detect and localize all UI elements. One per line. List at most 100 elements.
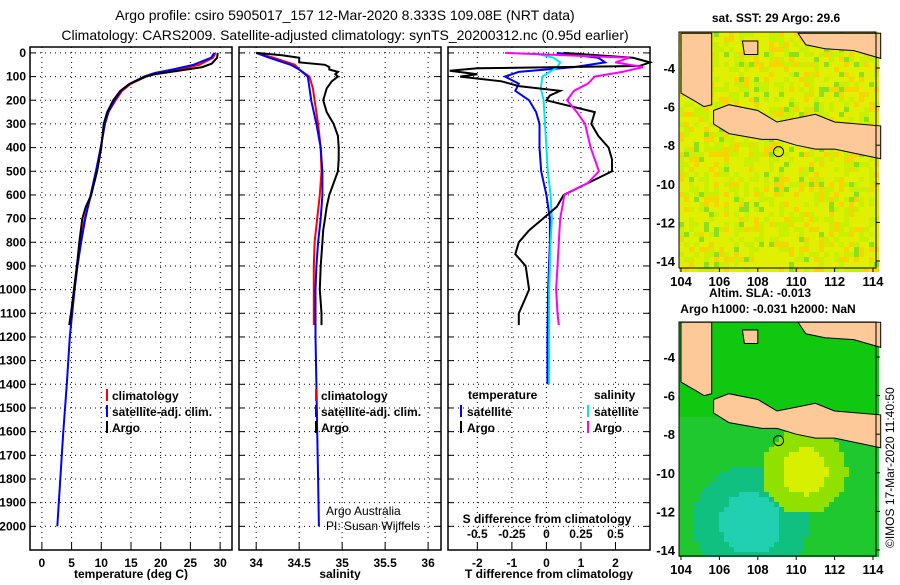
map-cell xyxy=(869,62,874,67)
map-cell xyxy=(734,492,739,497)
map-cell xyxy=(739,97,744,102)
map-cell xyxy=(759,477,764,482)
s-tick-label: 0.25 xyxy=(569,527,593,541)
map-cell xyxy=(794,442,799,447)
map-cell xyxy=(869,97,874,102)
map-cell xyxy=(729,227,734,232)
map-cell xyxy=(689,392,694,397)
map-cell xyxy=(829,537,834,542)
map-cell xyxy=(794,377,799,382)
map-cell xyxy=(869,547,874,552)
land-polygon xyxy=(797,321,882,349)
map-cell xyxy=(824,77,829,82)
map-cell xyxy=(829,552,834,557)
map-cell xyxy=(734,207,739,212)
map-cell xyxy=(724,527,729,532)
map-cell xyxy=(719,457,724,462)
map-cell xyxy=(744,172,749,177)
map-cell xyxy=(764,377,769,382)
map-cell xyxy=(734,487,739,492)
map-cell xyxy=(724,382,729,387)
map-cell xyxy=(734,347,739,352)
map-cell xyxy=(794,197,799,202)
map-cell xyxy=(859,242,864,247)
map-cell xyxy=(834,212,839,217)
map-cell xyxy=(809,67,814,72)
map-cell xyxy=(774,232,779,237)
map-cell xyxy=(694,507,699,512)
map-cell xyxy=(844,187,849,192)
map-cell xyxy=(714,422,719,427)
map-cell xyxy=(849,67,854,72)
map-cell xyxy=(804,512,809,517)
map-cell xyxy=(729,52,734,57)
map-cell xyxy=(749,232,754,237)
map-cell xyxy=(724,362,729,367)
map-cell xyxy=(814,477,819,482)
map-cell xyxy=(859,447,864,452)
map-cell xyxy=(829,117,834,122)
map-cell xyxy=(699,187,704,192)
map-cell xyxy=(679,532,684,537)
map-cell xyxy=(839,367,844,372)
map-cell xyxy=(729,342,734,347)
map-cell xyxy=(764,217,769,222)
map-cell xyxy=(844,247,849,252)
map-cell xyxy=(699,497,704,502)
map-cell xyxy=(769,537,774,542)
map-cell xyxy=(794,517,799,522)
map-cell xyxy=(839,157,844,162)
map-cell xyxy=(809,527,814,532)
map-cell xyxy=(789,162,794,167)
map-cell xyxy=(759,262,764,267)
map-cell xyxy=(804,252,809,257)
map-cell xyxy=(769,237,774,242)
map-cell xyxy=(864,62,869,67)
map-cell xyxy=(739,77,744,82)
map-cell xyxy=(739,177,744,182)
s-axis-label: S difference from climatology xyxy=(463,512,632,526)
map-cell xyxy=(739,502,744,507)
map-cell xyxy=(764,252,769,257)
map-cell xyxy=(864,102,869,107)
map-cell xyxy=(834,112,839,117)
map-cell xyxy=(694,227,699,232)
map-cell xyxy=(739,57,744,62)
map-cell xyxy=(784,47,789,52)
map-cell xyxy=(869,352,874,357)
map-cell xyxy=(779,172,784,177)
map-cell xyxy=(854,522,859,527)
map-cell xyxy=(809,87,814,92)
map-cell xyxy=(744,197,749,202)
map-cell xyxy=(859,542,864,547)
map-cell xyxy=(769,67,774,72)
map-cell xyxy=(834,492,839,497)
map-cell xyxy=(859,342,864,347)
map-cell xyxy=(794,92,799,97)
map-cell xyxy=(724,182,729,187)
map-cell xyxy=(799,532,804,537)
map-cell xyxy=(844,392,849,397)
map-cell xyxy=(814,252,819,257)
map-cell xyxy=(749,247,754,252)
map-cell xyxy=(694,107,699,112)
map-cell xyxy=(749,72,754,77)
map-cell xyxy=(704,412,709,417)
map-cell xyxy=(774,37,779,42)
map-cell xyxy=(864,497,869,502)
map-cell xyxy=(734,267,739,272)
lon-tick-label: 114 xyxy=(863,274,885,289)
map-cell xyxy=(734,257,739,262)
map-cell xyxy=(799,382,804,387)
map-cell xyxy=(719,352,724,357)
map-cell xyxy=(704,192,709,197)
map-cell xyxy=(864,232,869,237)
map-cell xyxy=(769,497,774,502)
map-cell xyxy=(789,42,794,47)
map-cell xyxy=(744,382,749,387)
map-cell xyxy=(759,67,764,72)
map-cell xyxy=(819,262,824,267)
map-cell xyxy=(799,202,804,207)
map-cell xyxy=(704,482,709,487)
map-cell xyxy=(844,472,849,477)
